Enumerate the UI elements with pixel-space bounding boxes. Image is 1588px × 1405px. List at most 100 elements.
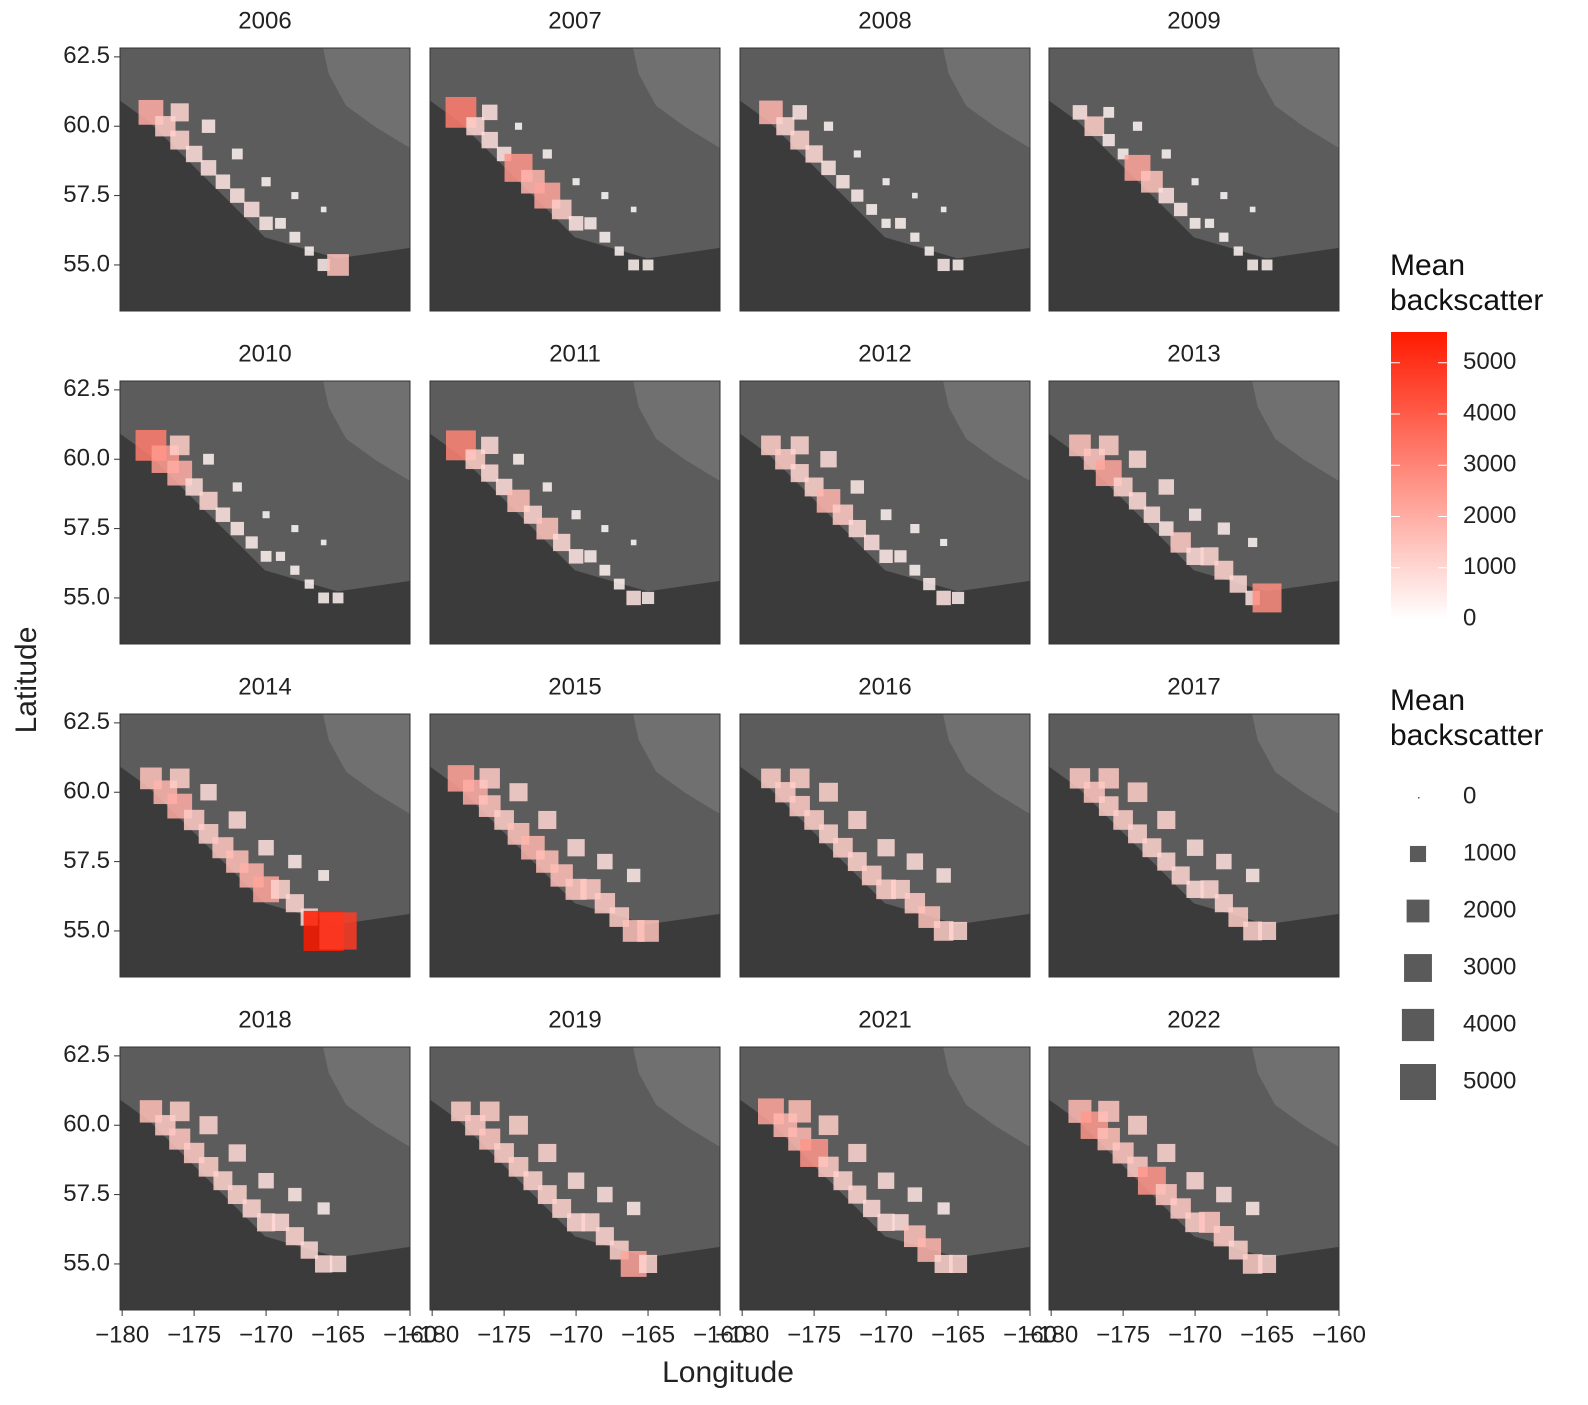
- cell: [246, 536, 258, 548]
- y-tick-label: 60.0: [63, 778, 110, 805]
- colorbar-label: 1000: [1463, 553, 1516, 580]
- cell: [552, 200, 572, 220]
- cell: [261, 551, 272, 562]
- cell: [1157, 1144, 1175, 1162]
- panel-title: 2010: [238, 340, 291, 367]
- cell: [1250, 207, 1256, 213]
- x-tick-label: −180: [95, 1321, 149, 1348]
- panel-title: 2009: [1167, 7, 1220, 34]
- panel-title: 2013: [1167, 340, 1220, 367]
- cell: [805, 145, 822, 162]
- cell: [327, 254, 349, 276]
- cell: [790, 769, 810, 789]
- colorbar-label: 4000: [1463, 399, 1516, 426]
- y-tick-label: 60.0: [63, 112, 110, 139]
- cell: [925, 246, 934, 255]
- cell: [543, 149, 552, 158]
- x-tick-label: −175: [477, 1321, 531, 1348]
- panel-title: 2015: [548, 673, 601, 700]
- cell: [820, 451, 836, 467]
- cell: [568, 1173, 584, 1189]
- cell: [258, 840, 273, 855]
- x-tick-label: −165: [931, 1321, 985, 1348]
- cell: [864, 535, 879, 550]
- cell: [597, 854, 612, 869]
- y-tick-label: 57.5: [63, 181, 110, 208]
- cell: [170, 1102, 190, 1122]
- cell: [567, 839, 584, 856]
- cell: [481, 437, 498, 454]
- cell: [1159, 188, 1174, 203]
- cell: [1103, 107, 1114, 118]
- cell: [910, 524, 919, 533]
- cell: [1192, 178, 1199, 185]
- cell: [601, 525, 608, 532]
- cell: [543, 482, 552, 491]
- size-key: [1400, 1064, 1436, 1100]
- cell: [330, 1256, 346, 1272]
- cell: [881, 219, 890, 228]
- cell: [538, 1144, 556, 1162]
- cell: [480, 768, 500, 788]
- cell: [1220, 192, 1227, 199]
- size-label: 1000: [1463, 839, 1516, 866]
- cell: [229, 811, 246, 828]
- x-tick-label: −180: [405, 1321, 459, 1348]
- cell: [276, 552, 285, 561]
- cell: [538, 811, 556, 829]
- cell: [1128, 782, 1148, 802]
- size-label: 0: [1463, 782, 1476, 809]
- cell: [877, 1214, 894, 1231]
- cell: [1205, 219, 1214, 228]
- size-key: [1404, 954, 1432, 982]
- cell: [1247, 260, 1258, 271]
- cell: [1262, 260, 1273, 271]
- panel-title: 2014: [238, 673, 291, 700]
- cell: [170, 436, 190, 456]
- y-tick-label: 62.5: [63, 708, 110, 735]
- cell: [599, 565, 610, 576]
- cell: [819, 1115, 839, 1135]
- cell: [1098, 1101, 1119, 1122]
- x-tick-label: −175: [1096, 1321, 1150, 1348]
- cell: [201, 160, 216, 175]
- cell: [627, 869, 640, 882]
- panel-title: 2016: [858, 673, 911, 700]
- cell: [1246, 869, 1259, 882]
- cell: [909, 565, 920, 576]
- cell: [291, 525, 298, 532]
- cell: [291, 192, 298, 199]
- cell: [941, 207, 947, 213]
- x-axis-title: Longitude: [662, 1356, 794, 1389]
- cell: [866, 204, 877, 215]
- x-tick-label: −170: [859, 1321, 913, 1348]
- size-label: 4000: [1463, 1010, 1516, 1037]
- colorbar-label: 5000: [1463, 348, 1516, 375]
- y-tick-label: 62.5: [63, 42, 110, 69]
- cell: [949, 1255, 967, 1273]
- cell: [1174, 203, 1187, 216]
- cell: [792, 105, 806, 119]
- cell: [949, 922, 967, 940]
- cell: [305, 246, 314, 255]
- y-tick-label: 57.5: [63, 847, 110, 874]
- cell: [513, 454, 524, 465]
- cell: [626, 591, 640, 605]
- cell: [643, 260, 654, 271]
- y-tick-label: 55.0: [63, 916, 110, 943]
- colorbar-label: 0: [1463, 604, 1476, 631]
- cell: [553, 534, 570, 551]
- y-tick-label: 55.0: [63, 250, 110, 277]
- cell: [509, 783, 527, 801]
- cell: [318, 593, 329, 604]
- cell: [1128, 1116, 1147, 1135]
- cell: [230, 188, 244, 202]
- cell: [216, 174, 230, 188]
- cell: [938, 1202, 950, 1214]
- cell: [627, 1202, 640, 1215]
- cell: [940, 539, 947, 546]
- cell: [819, 783, 838, 802]
- x-tick-label: −170: [1168, 1321, 1222, 1348]
- cell: [482, 132, 498, 148]
- cell: [848, 1144, 866, 1162]
